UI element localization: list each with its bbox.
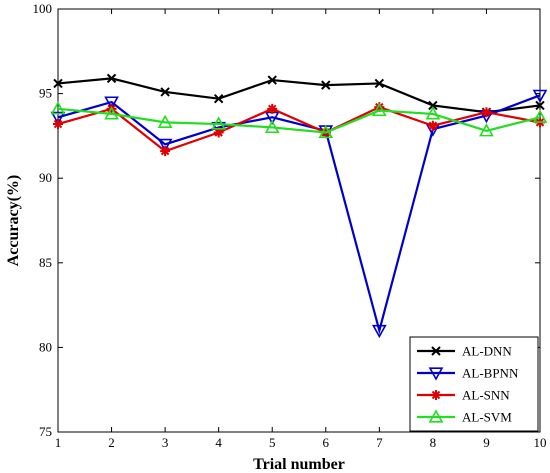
data-point [53,119,63,130]
data-point [211,116,227,130]
y-axis: 75 80 85 90 95 100 [33,1,540,439]
x-tick-label: 5 [269,435,276,450]
data-point [267,75,277,85]
series-line [57,107,541,134]
x-tick-label: 8 [430,435,437,450]
data-point [479,123,494,137]
x-tick-label: 7 [376,435,383,450]
legend-label: AL-BPNN [462,366,519,381]
plot-area [57,8,541,433]
data-point [160,87,170,97]
data-point [318,124,334,139]
data-point [371,324,387,339]
series-line [57,105,541,153]
legend-entry: AL-SVM [417,409,512,425]
plot-frame [57,8,541,433]
x-axis: 1 2 3 4 5 6 7 8 9 10 [55,9,547,450]
data-point [157,114,173,128]
x-tick-label: 1 [55,435,62,450]
legend-label: AL-DNN [462,344,512,359]
y-tick-label: 85 [39,255,52,270]
y-tick-label: 75 [39,424,52,439]
data-point [532,89,548,103]
data-point [160,146,171,157]
data-point [106,73,117,84]
x-tick-label: 2 [108,435,115,450]
data-point [428,100,438,111]
data-point [104,96,119,110]
series-al-svm [50,101,548,139]
legend-entry: AL-DNN [417,344,512,359]
y-tick-label: 100 [33,1,53,16]
data-point [267,103,278,114]
x-tick-label: 10 [534,435,547,450]
data-point [371,102,387,117]
legend-label: AL-SVM [462,410,512,425]
data-point [374,78,385,89]
data-point [532,109,548,123]
data-point [53,78,63,89]
data-point [427,120,438,131]
y-axis-label: Accuracy(%) [5,175,22,267]
legend-entry: AL-BPNN [417,366,519,381]
series-al-bpnn [50,89,548,339]
data-point [481,107,492,118]
x-tick-label: 6 [323,435,330,450]
y-tick-label: 95 [39,86,52,101]
data-point [211,121,227,136]
legend-entry: AL-SNN [417,388,510,403]
series-layer [50,73,548,339]
legend-marker [428,367,444,381]
x-tick-label: 3 [162,435,169,450]
legend: AL-DNN AL-BPNN AL-SNN AL-SVM [409,336,539,432]
data-point [213,93,224,104]
data-point [157,138,173,153]
x-tick-label: 4 [215,435,222,450]
legend-marker [428,409,444,423]
x-axis-label: Trial number [253,456,345,473]
data-point [374,102,385,113]
data-point [50,101,66,115]
x-tick-label: 9 [483,435,490,450]
legend-label: AL-SNN [462,388,510,403]
data-point [535,100,545,111]
data-point [425,106,441,120]
data-point [321,80,331,90]
data-point [264,119,280,134]
y-tick-label: 80 [39,339,52,354]
data-point [104,106,119,120]
data-point [213,127,224,138]
legend-marker [431,346,441,356]
legend-box [409,336,539,432]
series-line [57,77,541,114]
legend-marker [431,390,441,400]
series-al-dnn [53,73,545,117]
y-tick-label: 90 [39,170,52,185]
data-point [50,111,66,125]
